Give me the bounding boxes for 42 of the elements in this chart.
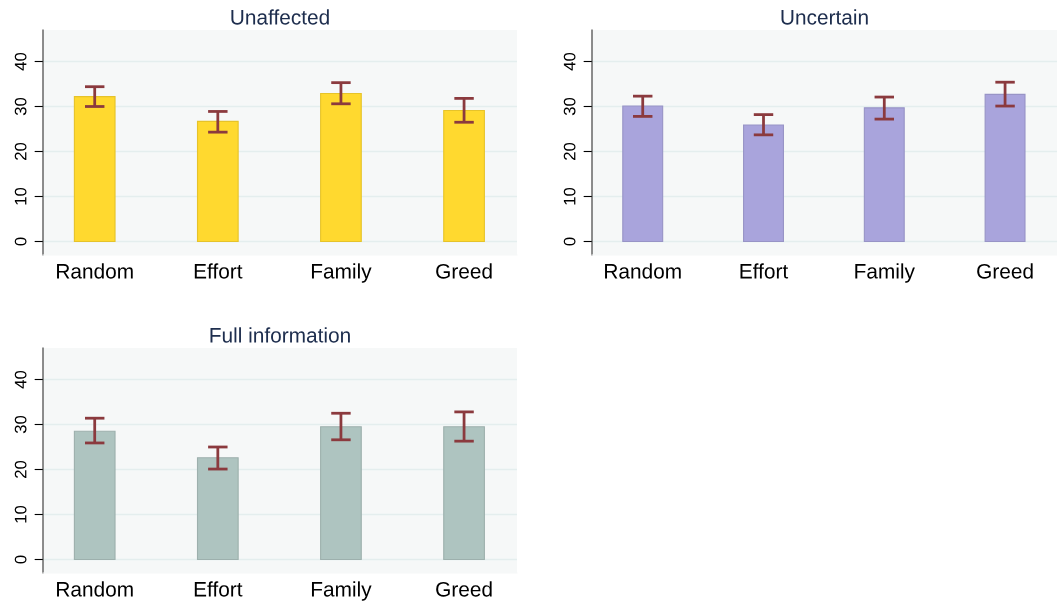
y-tick-label: 0: [563, 237, 576, 246]
bar: [443, 426, 485, 561]
x-tick-label: Effort: [194, 581, 243, 597]
bar: [320, 92, 362, 243]
chart-title: Full information: [210, 327, 350, 343]
x-tick-label: Greed: [436, 581, 492, 597]
chart-title: Unaffected: [231, 9, 329, 25]
bar: [622, 105, 664, 243]
y-tick-label: 0: [14, 237, 27, 246]
y-tick-label: 20: [563, 142, 576, 160]
x-tick-label: Random: [605, 263, 681, 279]
x-tick-label: Random: [57, 263, 133, 279]
x-tick-label: Greed: [977, 263, 1033, 279]
bar: [73, 430, 116, 561]
y-tick-label: 10: [563, 187, 576, 205]
bar: [196, 120, 239, 243]
y-tick-label: 20: [14, 460, 27, 478]
x-tick-label: Family: [855, 263, 915, 283]
x-tick-label: Effort: [194, 263, 243, 279]
y-tick-label: 0: [14, 555, 27, 564]
x-tick-label: Family: [311, 263, 372, 283]
bar: [984, 93, 1026, 243]
x-tick-label: Greed: [436, 263, 492, 279]
chart-title: Uncertain: [781, 9, 868, 25]
bar: [863, 107, 905, 243]
bar: [320, 426, 362, 561]
y-tick-label: 10: [14, 505, 27, 523]
y-tick-label: 10: [14, 187, 27, 205]
y-tick-label: 40: [563, 52, 576, 71]
y-tick-label: 40: [14, 370, 27, 389]
y-tick-label: 30: [563, 97, 576, 116]
y-tick-label: 20: [14, 142, 27, 160]
x-tick-label: Effort: [740, 263, 789, 279]
bar: [443, 109, 485, 243]
bar: [743, 124, 784, 243]
bar: [73, 96, 116, 243]
y-tick-label: 30: [14, 415, 27, 434]
x-tick-label: Random: [57, 581, 133, 597]
y-tick-label: 30: [14, 97, 27, 116]
bar: [196, 457, 239, 561]
x-tick-label: Family: [311, 581, 372, 601]
y-tick-label: 40: [14, 52, 27, 71]
